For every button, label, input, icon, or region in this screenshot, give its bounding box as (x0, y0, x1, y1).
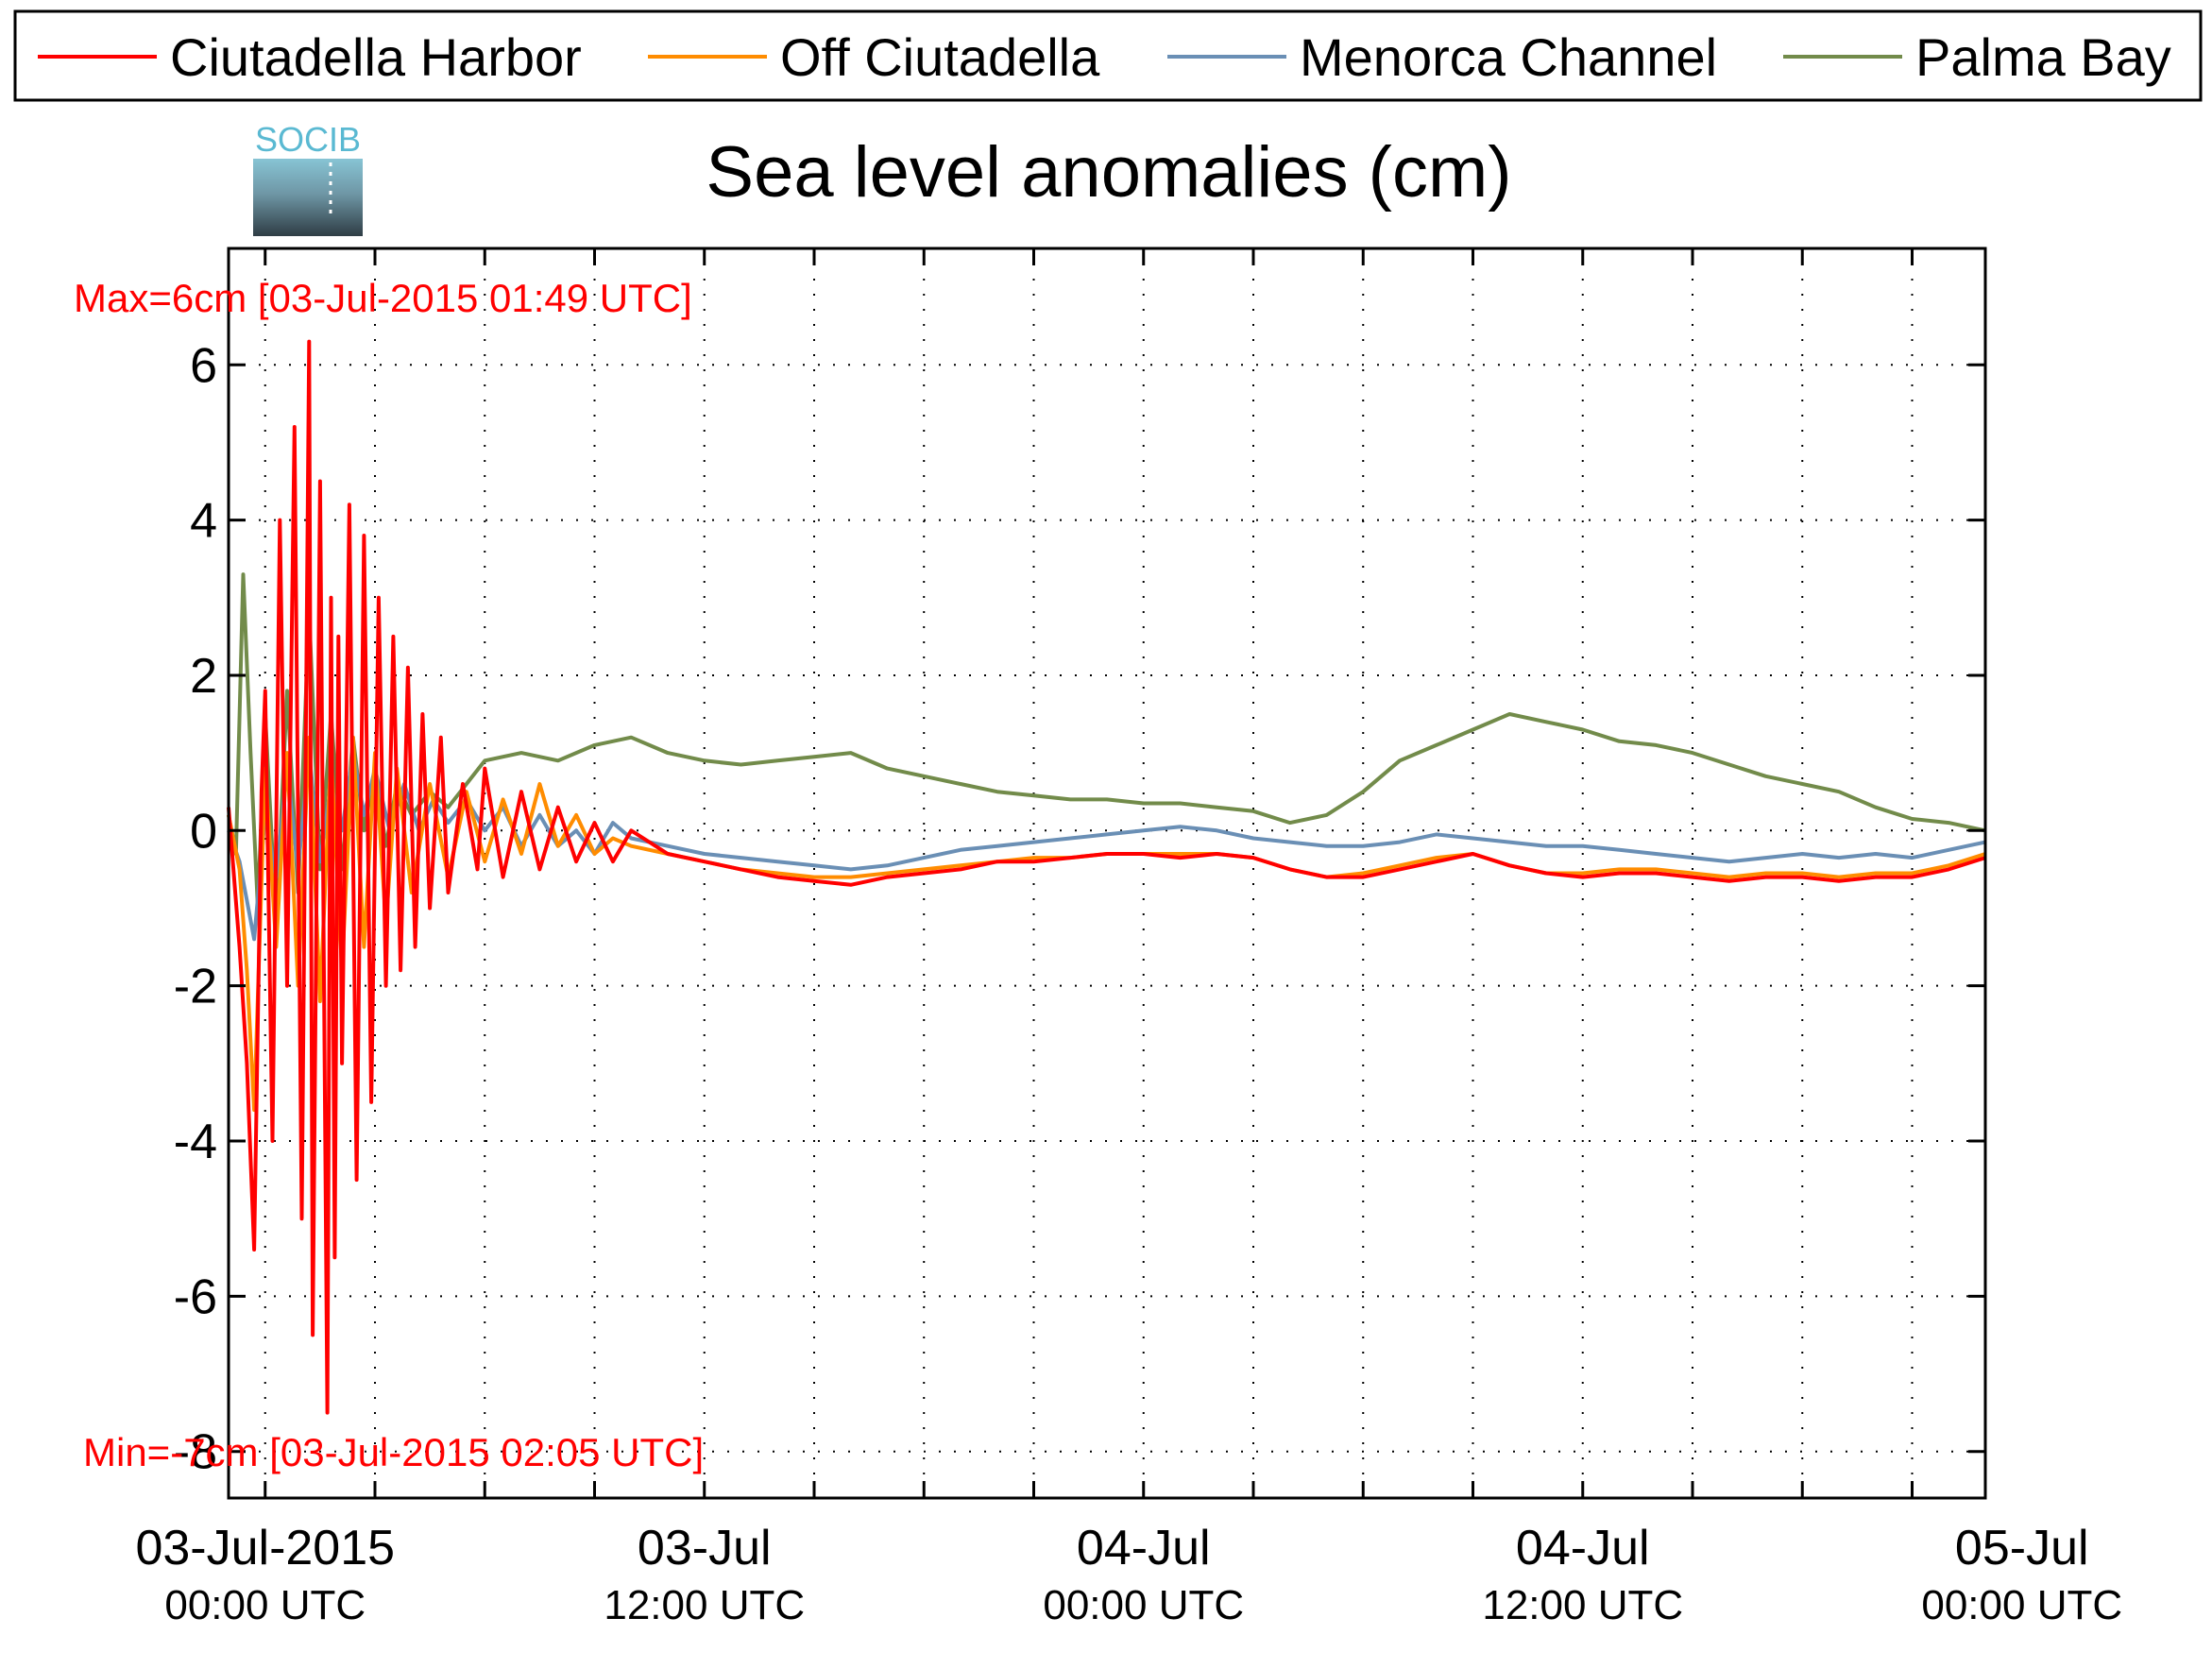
legend-label-off-ciutadella: Off Ciutadella (780, 27, 1100, 87)
plot-area (229, 248, 1985, 1498)
y-tick-label-6: -6 (174, 1269, 217, 1324)
legend-entry-off-ciutadella: Off Ciutadella (648, 27, 1100, 87)
y-tick-label-2: 2 (190, 649, 217, 704)
plot-frame (227, 247, 1987, 1500)
series-layer (227, 339, 1986, 1415)
y-tick-label-0: 0 (190, 804, 217, 859)
y-axis-tick-labels: 6 4 2 0 -2 -4 -6 -8 (174, 338, 217, 1479)
y-tick-label-4: -4 (174, 1115, 217, 1169)
axis-ticks (229, 248, 1985, 1498)
grid-lines (229, 248, 1985, 1498)
x-tick-time-4: 00:00 UTC (1921, 1582, 2122, 1628)
x-tick-time-0: 00:00 UTC (164, 1582, 366, 1628)
legend-entry-menorca-channel: Menorca Channel (1167, 27, 1717, 87)
legend-entry-ciutadella-harbor: Ciutadella Harbor (38, 27, 582, 87)
min-annotation: Min=-7cm [03-Jul-2015 02:05 UTC] (83, 1430, 704, 1474)
x-tick-time-3: 12:00 UTC (1482, 1582, 1683, 1628)
y-tick-label-6: 6 (190, 338, 217, 393)
legend-label-menorca-channel: Menorca Channel (1300, 27, 1717, 87)
series-line-menorca-channel (227, 751, 1986, 942)
x-tick-date-2: 04-Jul (1077, 1521, 1211, 1575)
legend-entry-palma-bay: Palma Bay (1783, 27, 2171, 87)
x-tick-date-1: 03-Jul (638, 1521, 772, 1575)
x-tick-date-3: 04-Jul (1516, 1521, 1650, 1575)
x-axis-tick-labels: 03-Jul-2015 00:00 UTC 03-Jul 12:00 UTC 04-Ju… (135, 1521, 2122, 1628)
x-tick-time-1: 12:00 UTC (604, 1582, 805, 1628)
series-line-ciutadella-harbor (227, 339, 1986, 1415)
legend-label-ciutadella-harbor: Ciutadella Harbor (170, 27, 582, 87)
socib-logo: SOCIB (253, 120, 363, 236)
socib-logo-text: SOCIB (255, 120, 361, 159)
x-tick-date-0: 03-Jul-2015 (135, 1521, 395, 1575)
y-tick-label-4: 4 (190, 494, 217, 549)
legend: Ciutadella Harbor Off Ciutadella Menorca… (13, 9, 2203, 102)
legend-label-palma-bay: Palma Bay (1915, 27, 2171, 87)
chart-title: Sea level anomalies (cm) (706, 132, 1511, 213)
y-tick-label-2: -2 (174, 960, 217, 1014)
x-tick-date-4: 05-Jul (1955, 1521, 2089, 1575)
series-line-palma-bay (227, 572, 1986, 926)
x-tick-time-2: 00:00 UTC (1043, 1582, 1244, 1628)
y-tick-label-8: -8 (174, 1425, 217, 1480)
max-annotation: Max=6cm [03-Jul-2015 01:49 UTC] (74, 276, 692, 320)
